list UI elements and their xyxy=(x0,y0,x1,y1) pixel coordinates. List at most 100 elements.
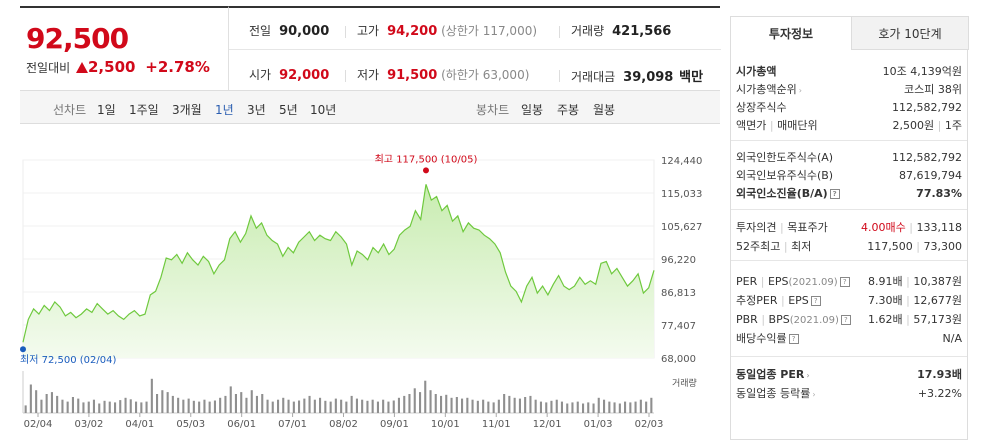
foreign-ratio-text: 외국인소진율(B/A) xyxy=(736,187,828,200)
max-point xyxy=(422,167,429,174)
y-axis: 124,440 115,033 105,627 96,220 86,813 77,407 6… xyxy=(661,156,702,365)
volume-bar xyxy=(229,386,232,413)
target-value: 133,118 xyxy=(916,221,963,234)
volume-bar xyxy=(240,392,243,413)
volume-bar xyxy=(29,384,32,413)
volume-bar xyxy=(503,394,506,413)
price-chart: 124,440 115,033 105,627 96,220 86,813 77,407 6… xyxy=(20,125,720,442)
y-tick-label: 68,000 xyxy=(661,354,696,365)
dividend-label-text: 배당수익률 xyxy=(736,332,787,345)
volume-bar xyxy=(440,395,443,413)
rank-label-text: 시가총액순위 xyxy=(736,83,797,96)
period-3m[interactable]: 3개월 xyxy=(172,103,202,117)
w52-low-label: 최저 xyxy=(791,240,812,253)
volume-bar xyxy=(324,400,327,413)
volume-bar xyxy=(482,399,485,413)
volume-bar xyxy=(103,400,106,413)
volume-bar xyxy=(387,401,390,413)
volume-bar xyxy=(166,392,169,413)
w52-high-label: 52주최고 xyxy=(736,240,781,253)
volume-bar xyxy=(376,401,379,413)
volume-bar xyxy=(340,399,343,413)
volume-bar xyxy=(560,401,563,413)
est-per-eps-value: 7.30배 | 12,677원 xyxy=(868,294,962,307)
volume-bar xyxy=(261,394,264,413)
opinion-label: 투자의견 xyxy=(736,221,777,234)
volume-bar xyxy=(287,399,290,413)
tab-orderbook[interactable]: 호가 10단계 xyxy=(851,16,969,50)
tab-investment-info[interactable]: 투자정보 xyxy=(731,16,851,50)
prev-close-value: 90,000 xyxy=(279,24,330,39)
volume-bars xyxy=(22,371,654,414)
volume-bar xyxy=(177,397,180,413)
period-1y[interactable]: 1년 xyxy=(215,103,234,117)
foreign-ratio-label: 외국인소진율(B/A)? xyxy=(736,185,840,201)
candle-chart-label[interactable]: 봉차트 xyxy=(476,103,510,117)
period-3y[interactable]: 3년 xyxy=(247,103,266,117)
price-chart-svg: 124,440 115,033 105,627 96,220 86,813 77,407 6… xyxy=(20,153,702,430)
volume-bar xyxy=(45,394,48,413)
sector-per-label[interactable]: 동일업종 PER › xyxy=(736,366,810,382)
max-label: 최고 117,500 (10/05) xyxy=(375,153,478,165)
per-label: PER xyxy=(736,274,758,288)
low-value: 91,500 xyxy=(387,68,438,83)
period-1w[interactable]: 1주일 xyxy=(129,103,159,117)
period-1d[interactable]: 1일 xyxy=(97,103,116,117)
dividend-label: 배당수익률? xyxy=(736,330,799,346)
volume-bar xyxy=(345,401,348,413)
foreign-hold-value: 87,619,794 xyxy=(899,168,962,182)
line-chart-label[interactable]: 선차트 xyxy=(53,103,87,117)
est-eps-value: 12,677원 xyxy=(913,294,962,307)
opinion-target-label: 투자의견 | 목표주가 xyxy=(736,221,828,234)
volume-bar xyxy=(319,397,322,413)
volume-bar xyxy=(476,400,479,413)
volume-bar xyxy=(292,401,295,413)
volume-bar xyxy=(576,401,579,413)
y-tick-label: 105,627 xyxy=(661,222,702,233)
help-icon[interactable]: ? xyxy=(829,189,840,199)
price-change: 전일대비 2,500 +2.78% xyxy=(26,58,210,76)
volume-bar xyxy=(419,392,422,413)
rank-label[interactable]: 시가총액순위 › xyxy=(736,81,802,97)
help-icon[interactable]: ? xyxy=(839,276,850,287)
unit-value: 1주 xyxy=(944,119,962,132)
y-tick-label: 77,407 xyxy=(661,321,696,332)
x-tick-label: 10/01 xyxy=(431,419,460,430)
foreign-limit-label: 외국인한도주식수(A) xyxy=(736,151,834,164)
volume-bar xyxy=(198,401,201,413)
volume-bar xyxy=(135,401,138,413)
volume-bar xyxy=(508,395,511,413)
volume-bar xyxy=(66,401,69,413)
period-10y[interactable]: 10년 xyxy=(310,103,337,117)
candle-daily[interactable]: 일봉 xyxy=(521,103,544,117)
x-tick-label: 03/02 xyxy=(75,419,104,430)
candle-monthly[interactable]: 월봉 xyxy=(593,103,616,117)
par-unit-label: 액면가 | 매매단위 xyxy=(736,119,818,132)
period-5y[interactable]: 5년 xyxy=(279,103,298,117)
volume-bar xyxy=(108,401,111,413)
dividend-value: N/A xyxy=(942,331,962,345)
volume-bar xyxy=(382,399,385,413)
chevron-right-icon: › xyxy=(806,371,810,380)
x-tick-label: 02/04 xyxy=(24,419,53,430)
volume-bar xyxy=(56,395,59,413)
volume-bar xyxy=(24,405,27,413)
help-icon[interactable]: ? xyxy=(788,334,799,344)
volume-bar xyxy=(234,394,237,413)
candle-weekly[interactable]: 주봉 xyxy=(557,103,580,117)
foreign-ratio-value: 77.83% xyxy=(916,186,962,200)
par-label: 액면가 xyxy=(736,119,767,132)
help-icon[interactable]: ? xyxy=(840,314,851,325)
y-tick-label: 115,033 xyxy=(661,189,702,200)
volume-bar xyxy=(424,380,427,413)
x-tick-label: 05/03 xyxy=(176,419,205,430)
volume-bar xyxy=(255,395,258,413)
volume-bar xyxy=(308,395,311,413)
volume-bar xyxy=(639,399,642,413)
volume-bar xyxy=(545,402,548,413)
sector-rate-label[interactable]: 동일업종 등락률 › xyxy=(736,385,816,401)
volume-bar xyxy=(119,400,122,413)
volume-bar xyxy=(450,397,453,413)
help-icon[interactable]: ? xyxy=(810,296,821,306)
volume-bar xyxy=(397,397,400,413)
